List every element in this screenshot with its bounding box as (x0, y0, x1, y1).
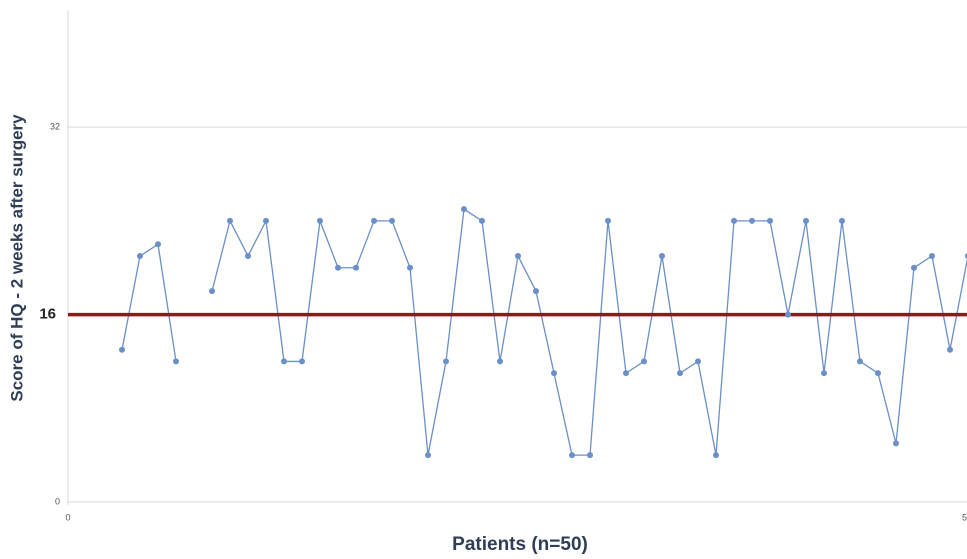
data-point (335, 264, 341, 271)
data-point (425, 452, 431, 459)
x-axis-title: Patients (n=50) (452, 534, 588, 555)
data-point (839, 217, 845, 224)
data-point (749, 217, 755, 224)
data-point (281, 358, 287, 365)
data-point (515, 253, 521, 259)
data-point (245, 253, 251, 259)
data-point (731, 217, 737, 224)
data-point (857, 358, 863, 365)
data-point (533, 288, 539, 295)
data-point (209, 288, 215, 295)
data-point (641, 358, 647, 365)
data-point (479, 217, 485, 224)
data-point (443, 358, 449, 365)
y-tick-label: 32 (50, 122, 60, 132)
data-point (299, 358, 305, 365)
data-point (137, 253, 143, 259)
data-point (227, 217, 233, 224)
data-point (623, 370, 629, 377)
data-point (929, 253, 935, 259)
data-point (875, 370, 881, 377)
data-point (659, 253, 665, 259)
data-point (173, 358, 179, 365)
y-tick-label: 16 (39, 306, 56, 323)
data-point (407, 264, 413, 271)
data-point (119, 346, 125, 353)
data-point (371, 217, 377, 224)
data-point (785, 311, 791, 318)
data-point (695, 358, 701, 365)
data-point (263, 217, 269, 224)
x-tick-label: 50 (962, 512, 967, 522)
data-point (155, 241, 161, 248)
data-point (317, 217, 323, 224)
data-point (587, 452, 593, 459)
data-point (947, 346, 953, 353)
data-point (677, 370, 683, 377)
data-point (461, 206, 467, 213)
data-point (821, 370, 827, 377)
y-tick-label: 0 (55, 496, 60, 506)
data-point (497, 358, 503, 365)
data-point (569, 452, 575, 459)
y-axis-title: Score of HQ - 2 weeks after surgery (7, 114, 26, 402)
data-point (911, 264, 917, 271)
x-tick-label: 0 (65, 512, 70, 522)
data-point (893, 440, 899, 447)
data-point (389, 217, 395, 224)
data-point (767, 217, 773, 224)
data-line (121, 208, 967, 456)
data-point (551, 370, 557, 377)
data-point (605, 217, 611, 224)
data-point (803, 217, 809, 224)
data-point (713, 452, 719, 459)
data-point (353, 264, 359, 271)
